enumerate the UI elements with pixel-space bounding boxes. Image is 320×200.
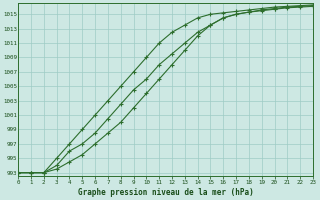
X-axis label: Graphe pression niveau de la mer (hPa): Graphe pression niveau de la mer (hPa) (78, 188, 253, 197)
